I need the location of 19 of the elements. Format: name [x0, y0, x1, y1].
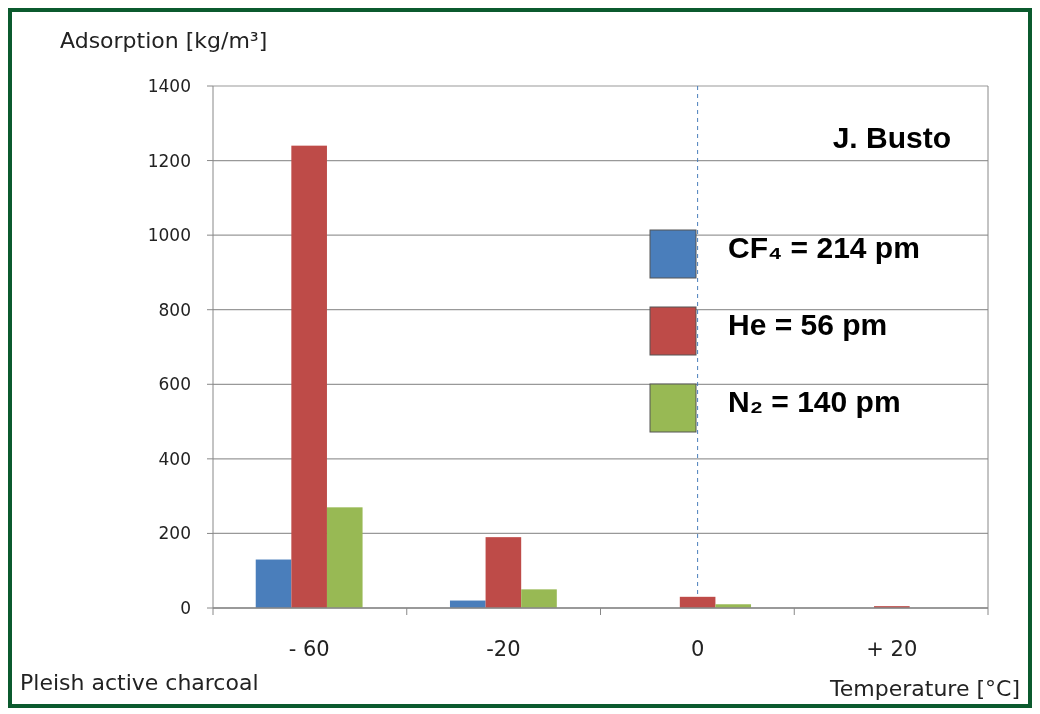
- legend-label: N₂ = 140 pm: [728, 385, 901, 418]
- x-tick-label: -20: [486, 637, 521, 661]
- x-tick-label: 0: [690, 637, 705, 661]
- legend-label: He = 56 pm: [728, 308, 888, 341]
- y-tick-label: 1400: [147, 76, 191, 96]
- y-axis-title: Adsorption [kg/m³]: [60, 28, 268, 53]
- legend-label: CF₄ = 214 pm: [728, 231, 920, 264]
- y-tick-label: 800: [158, 299, 191, 320]
- x-tick-label: + 20: [866, 637, 918, 661]
- annotation: J. Busto: [832, 121, 951, 154]
- y-tick-label: 400: [158, 448, 191, 469]
- y-tick-label: 600: [158, 374, 191, 395]
- text: Pleish active charcoal: [20, 670, 259, 695]
- y-tick-label: 1000: [147, 225, 191, 246]
- x-tick-label: - 60: [288, 637, 330, 661]
- y-tick-label: 0: [180, 598, 191, 618]
- x-axis-title: Temperature [°C]: [829, 676, 1020, 701]
- y-tick-label: 1200: [147, 150, 191, 171]
- y-tick-label: 200: [158, 523, 191, 544]
